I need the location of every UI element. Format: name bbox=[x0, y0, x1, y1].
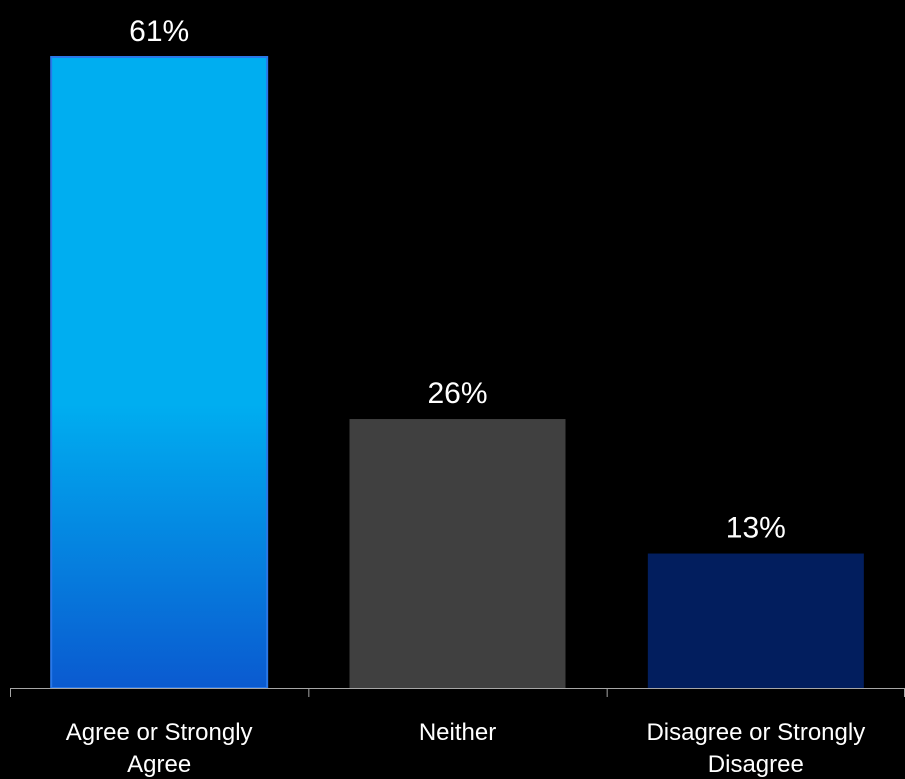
category-label-1-line-0: Neither bbox=[419, 719, 496, 746]
data-labels-group: 61% 26% 13% bbox=[129, 15, 786, 545]
category-label-2-line-1: Disagree bbox=[708, 751, 804, 778]
bars-group bbox=[50, 56, 864, 689]
data-label-2: 13% bbox=[726, 512, 786, 545]
x-axis bbox=[10, 688, 905, 697]
category-label-2-line-0: Disagree or Strongly bbox=[646, 719, 865, 746]
data-label-0: 61% bbox=[129, 15, 189, 48]
data-label-1: 26% bbox=[427, 377, 487, 410]
category-label-0-line-0: Agree or Strongly bbox=[66, 719, 253, 746]
bar-0 bbox=[50, 56, 269, 689]
bar-1 bbox=[349, 419, 566, 688]
bar-2 bbox=[647, 553, 864, 688]
category-label-0-line-1: Agree bbox=[127, 751, 191, 778]
category-labels-group: Agree or Strongly Agree Neither Disagree or… bbox=[66, 719, 865, 778]
